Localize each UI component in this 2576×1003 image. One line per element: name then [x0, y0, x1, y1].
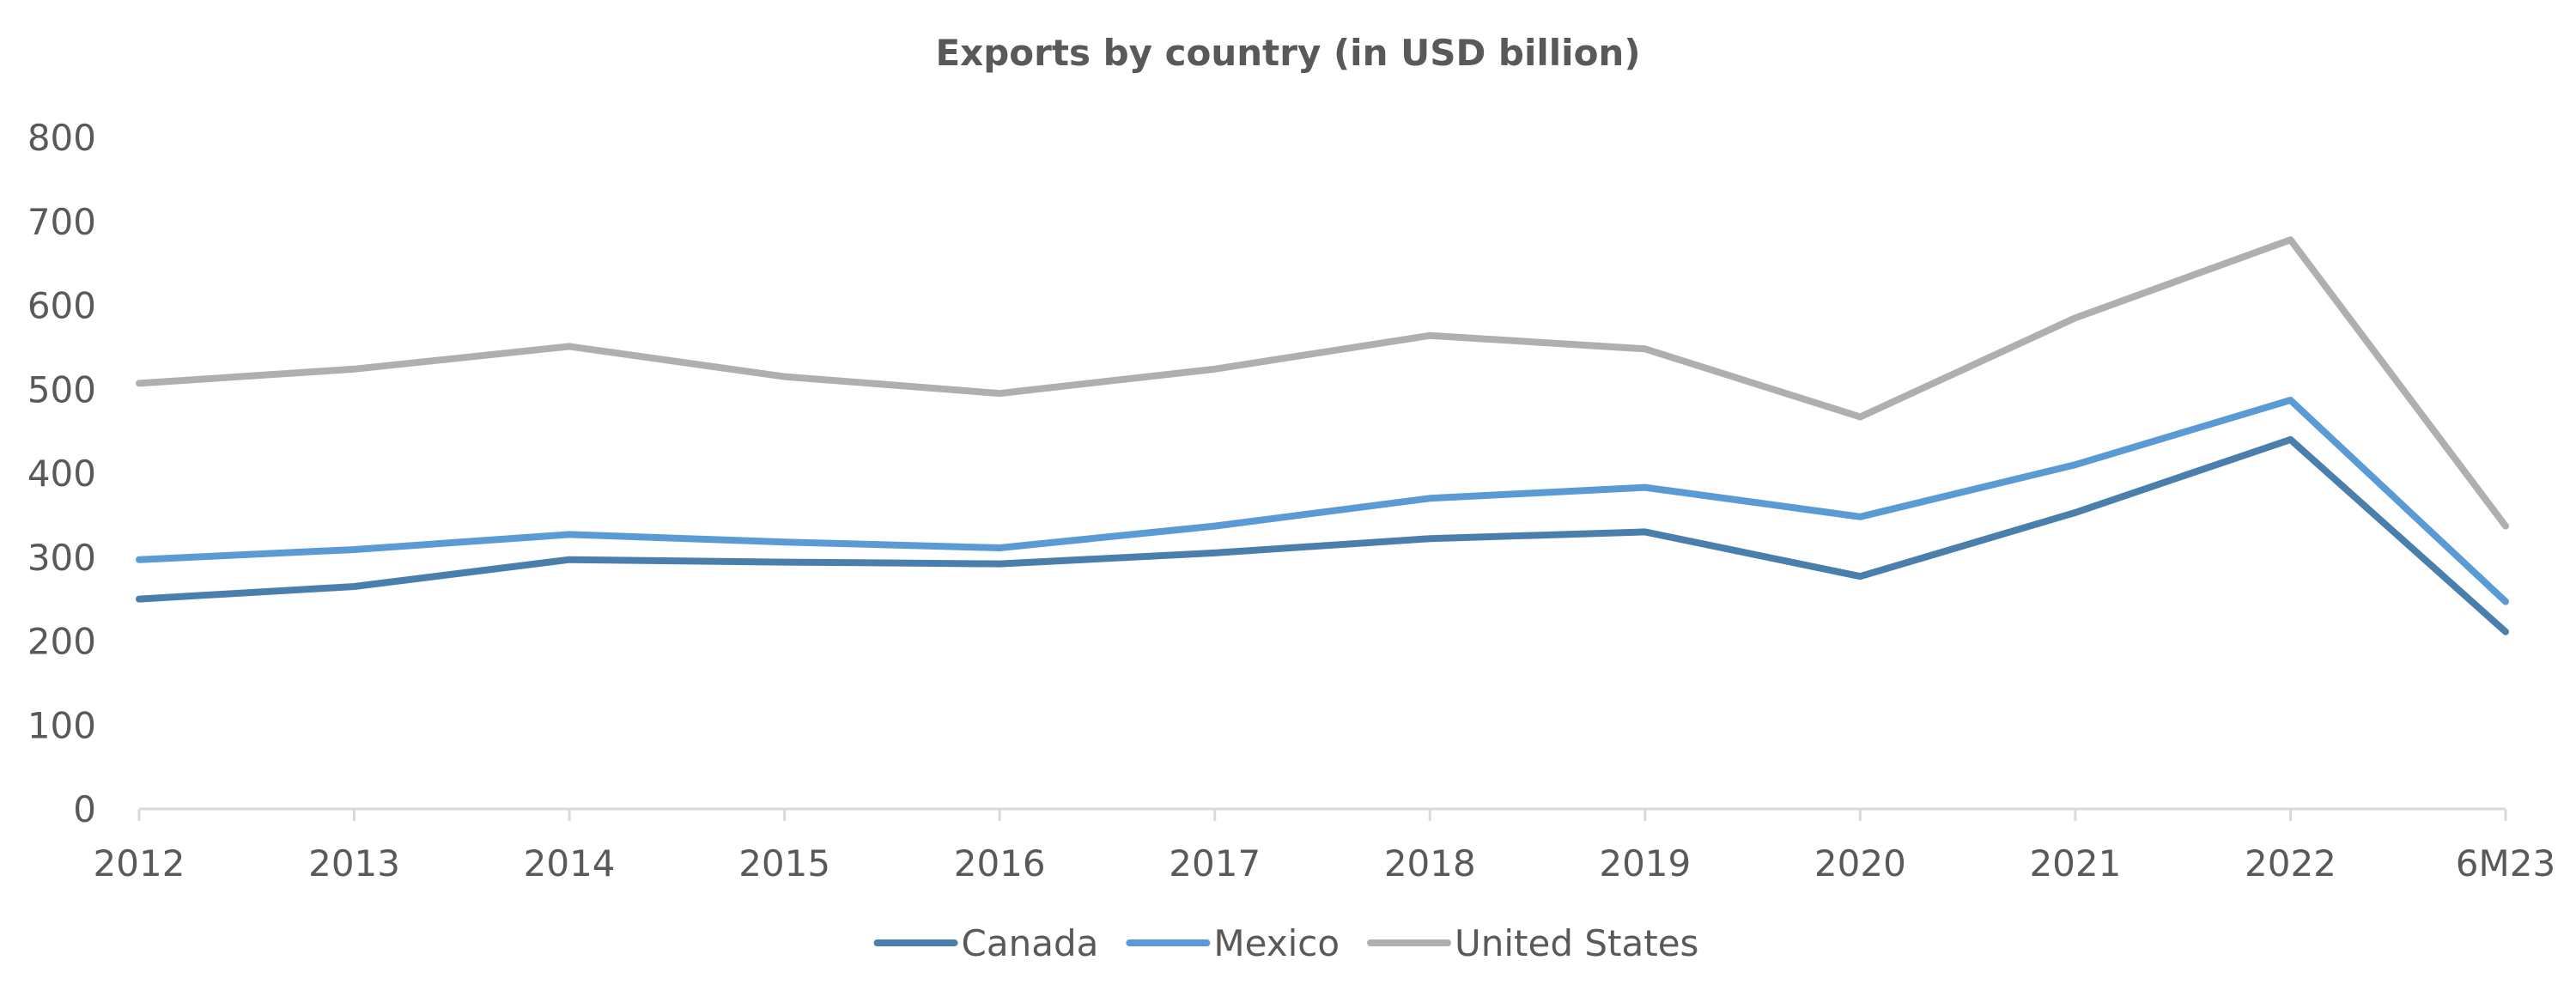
y-axis-tick-labels: 0 100 200 300 400 500 600 700 800 [27, 117, 96, 830]
y-tick-label: 200 [27, 621, 96, 663]
x-tick-label: 2013 [308, 842, 400, 884]
y-tick-label: 400 [27, 453, 96, 495]
y-tick-label: 800 [27, 117, 96, 159]
x-axis [137, 807, 2507, 821]
x-tick-label: 2017 [1169, 842, 1261, 884]
x-tick-label: 2020 [1814, 842, 1906, 884]
series-lines [136, 236, 2509, 635]
legend-label-mexico: Mexico [1213, 922, 1340, 964]
x-axis-tick-labels: 2012 2013 2014 2015 2016 2017 2018 2019 2020 2021… [94, 842, 2556, 884]
series-line-united-states [136, 236, 2509, 530]
x-tick-label: 2019 [1599, 842, 1691, 884]
legend: Canada Mexico United States [873, 922, 1698, 964]
y-tick-label: 100 [27, 704, 96, 746]
y-tick-label: 700 [27, 201, 96, 243]
y-tick-label: 0 [73, 788, 96, 830]
x-tick-label: 2021 [2029, 842, 2121, 884]
x-tick-label: 6M23 [2456, 842, 2555, 884]
x-tick-label: 2018 [1384, 842, 1476, 884]
x-tick-label: 2016 [954, 842, 1046, 884]
legend-label-united-states: United States [1455, 922, 1698, 964]
x-tick-label: 2012 [94, 842, 185, 884]
y-tick-label: 500 [27, 368, 96, 410]
y-tick-label: 600 [27, 285, 96, 327]
y-tick-label: 300 [27, 537, 96, 579]
x-tick-label: 2014 [524, 842, 616, 884]
series-line-mexico [136, 397, 2509, 605]
series-line-canada [136, 435, 2509, 635]
x-tick-label: 2015 [738, 842, 830, 884]
x-tick-label: 2022 [2245, 842, 2336, 884]
legend-label-canada: Canada [962, 922, 1099, 964]
chart-title: Exports by country (in USD billion) [935, 32, 1640, 74]
